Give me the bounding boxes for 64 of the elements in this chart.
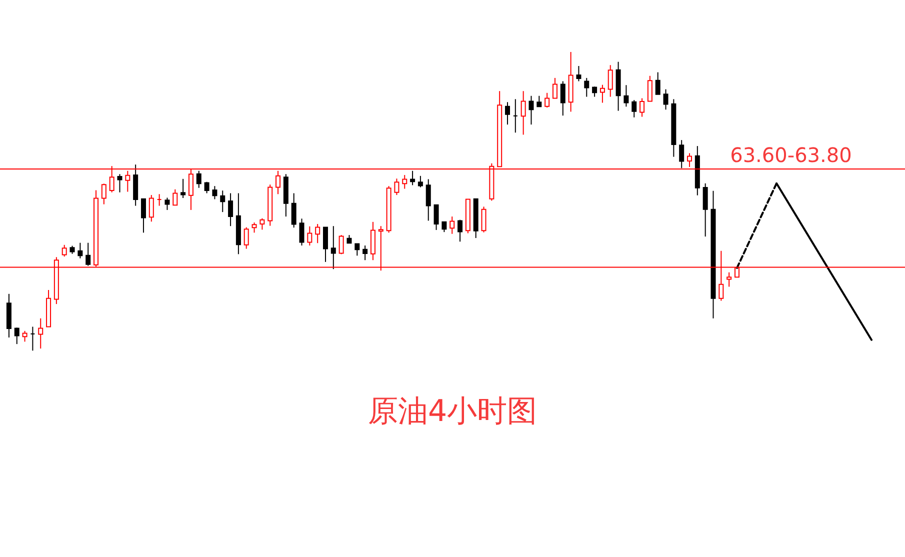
candlestick — [204, 181, 210, 194]
candlestick — [338, 234, 344, 255]
candlestick — [101, 183, 106, 205]
candlestick — [592, 86, 598, 98]
candlestick — [180, 178, 186, 199]
candlestick — [260, 218, 265, 230]
candlestick — [442, 221, 447, 233]
candlestick — [505, 102, 510, 126]
text: 原油4小时图 — [368, 394, 538, 429]
candlestick — [354, 243, 360, 256]
candlestick — [552, 77, 558, 99]
candlestick — [212, 186, 218, 200]
candlestick — [536, 95, 542, 108]
candlestick — [458, 219, 463, 242]
candlestick — [196, 170, 202, 188]
candlestick — [291, 192, 296, 228]
candlestick — [86, 242, 91, 266]
annotation: 63.60-63.80 — [730, 143, 852, 167]
candlestick — [140, 198, 146, 234]
candlestick — [418, 175, 423, 188]
candlestick — [362, 245, 368, 261]
candlestick — [370, 221, 376, 261]
candlestick — [726, 272, 732, 288]
candlestick — [22, 330, 28, 342]
candlestick — [679, 140, 684, 169]
candlestick — [322, 226, 328, 262]
candlestick — [702, 182, 708, 238]
candlestick — [528, 95, 534, 126]
candlestick — [394, 178, 400, 196]
candlestick — [624, 84, 629, 108]
candlestick — [220, 190, 226, 213]
candlestick — [608, 64, 613, 98]
candlestick — [520, 90, 526, 136]
candlestick — [62, 244, 67, 258]
candlestick — [164, 197, 170, 210]
candlestick — [252, 222, 257, 234]
candlestick — [576, 66, 582, 82]
candlestick — [640, 98, 645, 118]
candlestick — [544, 92, 550, 108]
candlestick — [38, 318, 44, 350]
candlestick — [663, 88, 668, 110]
candlestick — [647, 75, 652, 102]
candlestick — [632, 100, 637, 118]
candlestick — [434, 204, 439, 230]
candlestick — [450, 216, 455, 234]
candlestick — [78, 242, 83, 259]
candlestick — [426, 178, 431, 222]
candlestick — [244, 226, 249, 250]
candlestick — [228, 192, 234, 227]
candlestick — [481, 206, 486, 233]
candlestick — [584, 77, 590, 98]
candlestick — [307, 226, 312, 246]
candlestick — [315, 223, 320, 244]
candlestick — [330, 226, 336, 270]
candlestick — [117, 174, 122, 193]
candlestick — [299, 218, 304, 246]
candlestick — [172, 188, 178, 206]
candlestick — [560, 80, 566, 116]
candlestick — [600, 84, 605, 104]
candlestick — [14, 327, 20, 345]
candlestick — [148, 194, 154, 222]
candlestick — [655, 72, 660, 95]
candlestick — [410, 170, 416, 186]
candlestick — [402, 174, 408, 190]
